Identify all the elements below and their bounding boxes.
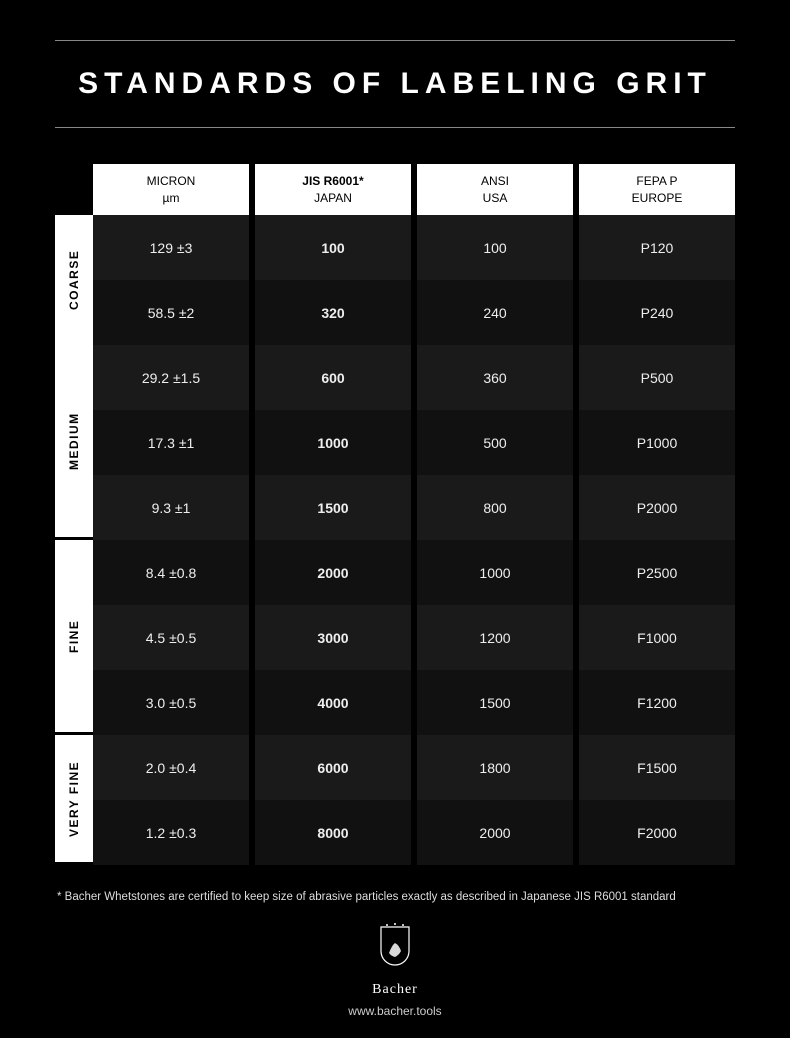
- category-label: MEDIUM: [55, 345, 93, 540]
- table-cell: 240: [417, 280, 573, 345]
- table-cell: 6000: [255, 735, 411, 800]
- table-cell: 9.3 ±1: [93, 475, 249, 540]
- column-header: ANSIUSA: [417, 164, 573, 215]
- table-cell: 17.3 ±1: [93, 410, 249, 475]
- column-header-line1: JIS R6001*: [302, 173, 363, 190]
- table-cell: 1.2 ±0.3: [93, 800, 249, 865]
- table-cell: 500: [417, 410, 573, 475]
- grit-table: COARSEMEDIUMFINEVERY FINE MICRONµmJIS R6…: [55, 164, 735, 865]
- table-cell: 29.2 ±1.5: [93, 345, 249, 410]
- table-cell: 2.0 ±0.4: [93, 735, 249, 800]
- column-header-line2: EUROPE: [632, 190, 683, 207]
- column-header-line2: µm: [163, 190, 180, 207]
- table-cell: 4.5 ±0.5: [93, 605, 249, 670]
- footnote-text: * Bacher Whetstones are certified to kee…: [55, 891, 735, 903]
- brand-logo-icon: [377, 923, 413, 967]
- table-cell: 100: [255, 215, 411, 280]
- table-cell: F1200: [579, 670, 735, 735]
- table-cell: 3.0 ±0.5: [93, 670, 249, 735]
- table-cell: P120: [579, 215, 735, 280]
- table-cell: 2000: [417, 800, 573, 865]
- column-header-line1: FEPA P: [636, 173, 677, 190]
- table-cell: 360: [417, 345, 573, 410]
- column-header: FEPA PEUROPE: [579, 164, 735, 215]
- table-cell: 8000: [255, 800, 411, 865]
- table-cell: 129 ±3: [93, 215, 249, 280]
- column-header: JIS R6001*JAPAN: [255, 164, 411, 215]
- category-label: FINE: [55, 540, 93, 735]
- table-cell: F1000: [579, 605, 735, 670]
- table-cell: 1800: [417, 735, 573, 800]
- table-cell: 600: [255, 345, 411, 410]
- category-label: VERY FINE: [55, 735, 93, 865]
- table-cell: 1000: [417, 540, 573, 605]
- category-label: COARSE: [55, 215, 93, 345]
- table-cell: 1000: [255, 410, 411, 475]
- table-cell: 58.5 ±2: [93, 280, 249, 345]
- title-underline-rule: [55, 127, 735, 128]
- table-cell: 1500: [255, 475, 411, 540]
- table-cell: 1200: [417, 605, 573, 670]
- table-cell: F2000: [579, 800, 735, 865]
- table-cell: F1500: [579, 735, 735, 800]
- table-cell: 320: [255, 280, 411, 345]
- column-header-line1: MICRON: [147, 173, 196, 190]
- brand-name: Bacher: [55, 982, 735, 998]
- table-cell: 3000: [255, 605, 411, 670]
- table-cell: 2000: [255, 540, 411, 605]
- column-header-line2: JAPAN: [314, 190, 352, 207]
- table-cell: 8.4 ±0.8: [93, 540, 249, 605]
- table-cell: 800: [417, 475, 573, 540]
- table-cell: P240: [579, 280, 735, 345]
- table-cell: P2000: [579, 475, 735, 540]
- page-title: STANDARDS OF LABELING GRIT: [55, 41, 735, 127]
- brand-url: www.bacher.tools: [55, 1004, 735, 1018]
- table-cell: P1000: [579, 410, 735, 475]
- table-cell: P2500: [579, 540, 735, 605]
- column-header-line1: ANSI: [481, 173, 509, 190]
- column-header: MICRONµm: [93, 164, 249, 215]
- column-header-line2: USA: [483, 190, 508, 207]
- table-cell: 1500: [417, 670, 573, 735]
- table-cell: 4000: [255, 670, 411, 735]
- table-cell: P500: [579, 345, 735, 410]
- table-cell: 100: [417, 215, 573, 280]
